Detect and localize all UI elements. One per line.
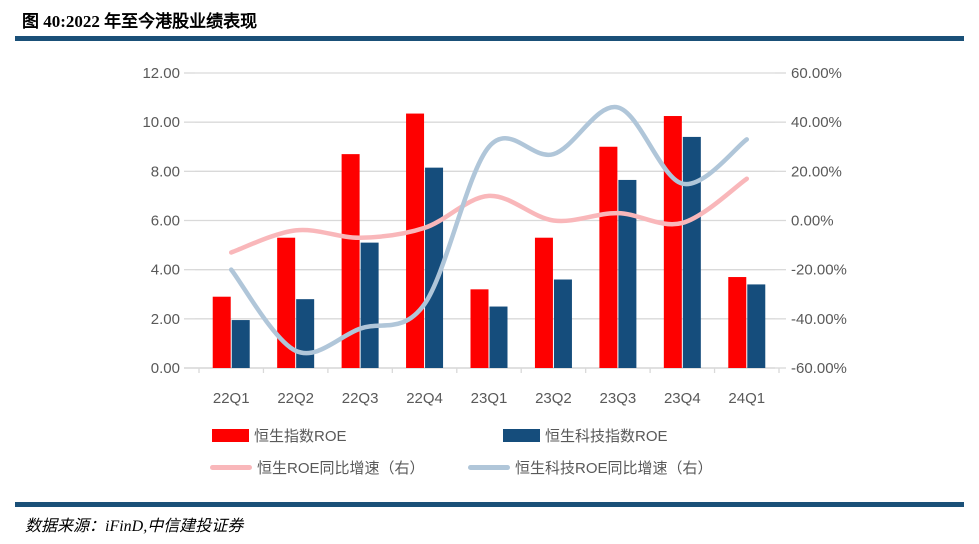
hstech-roe-bar bbox=[425, 167, 444, 368]
right-axis-label: 20.00% bbox=[791, 163, 842, 180]
figure-title: 图 40:2022 年至今港股业绩表现 bbox=[22, 12, 258, 31]
hsi-roe-bar bbox=[663, 116, 682, 368]
hstech-roe-bar bbox=[618, 179, 637, 368]
legend-bar-swatch bbox=[503, 428, 540, 442]
hstech-roe-bar bbox=[489, 306, 508, 368]
x-axis-label: 22Q1 bbox=[213, 390, 250, 407]
left-axis-label: 0.00 bbox=[151, 360, 180, 377]
hsi-roe-bar bbox=[212, 296, 231, 368]
hsi-roe-bar bbox=[534, 237, 553, 368]
left-axis-label: 8.00 bbox=[151, 163, 180, 180]
hsi-roe-bar bbox=[599, 146, 618, 368]
legend-line-swatch bbox=[210, 464, 252, 470]
right-axis-label: -20.00% bbox=[791, 262, 847, 279]
hsi-roe-bar bbox=[341, 154, 360, 368]
hstech-roe-bar bbox=[682, 136, 701, 368]
x-axis-label: 22Q3 bbox=[342, 390, 379, 407]
hsi-roe-bar bbox=[406, 113, 425, 368]
left-axis-label: 2.00 bbox=[151, 311, 180, 328]
right-axis-label: 60.00% bbox=[791, 65, 842, 82]
hsi-roe-bar bbox=[470, 289, 489, 368]
hstech-roe-bar bbox=[747, 284, 766, 368]
hsi-roe-bar bbox=[277, 237, 296, 368]
legend-item: 恒生科技ROE同比增速（右） bbox=[468, 457, 713, 477]
legend-line-swatch bbox=[468, 464, 510, 470]
source-note: 数据来源：iFinD,中信建投证券 bbox=[25, 518, 244, 535]
legend-item: 恒生ROE同比增速（右） bbox=[210, 457, 425, 477]
legend-item: 恒生科技指数ROE bbox=[503, 425, 668, 445]
x-axis-label: 23Q3 bbox=[600, 390, 637, 407]
legend-item: 恒生指数ROE bbox=[212, 425, 347, 445]
right-axis-label: -60.00% bbox=[791, 360, 847, 377]
left-axis-label: 6.00 bbox=[151, 213, 180, 230]
legend-bar-swatch bbox=[212, 428, 249, 442]
hstech-roe-bar bbox=[296, 299, 315, 368]
hstech-growth-line bbox=[228, 105, 750, 356]
left-axis-label: 4.00 bbox=[151, 262, 180, 279]
right-axis-label: 0.00% bbox=[791, 213, 834, 230]
x-axis-label: 24Q1 bbox=[728, 390, 765, 407]
hstech-roe-bar bbox=[553, 279, 572, 368]
right-axis-label: -40.00% bbox=[791, 311, 847, 328]
x-axis-label: 23Q1 bbox=[471, 390, 508, 407]
hsi-growth-line bbox=[228, 176, 750, 255]
left-axis-label: 10.00 bbox=[142, 114, 180, 131]
hstech-roe-bar bbox=[360, 242, 379, 368]
hstech-roe-bar bbox=[231, 320, 250, 368]
x-axis-label: 23Q4 bbox=[664, 390, 701, 407]
legend-label: 恒生科技ROE同比增速（右） bbox=[515, 459, 713, 477]
title-rule bbox=[15, 36, 964, 41]
x-axis-label: 23Q2 bbox=[535, 390, 572, 407]
x-axis-label: 22Q2 bbox=[277, 390, 314, 407]
right-axis-label: 40.00% bbox=[791, 114, 842, 131]
legend-label: 恒生ROE同比增速（右） bbox=[257, 459, 425, 477]
x-axis-label: 22Q4 bbox=[406, 390, 443, 407]
legend-label: 恒生指数ROE bbox=[254, 427, 347, 445]
hsi-roe-bar bbox=[728, 277, 747, 368]
footer-rule bbox=[15, 502, 964, 507]
legend-label: 恒生科技指数ROE bbox=[545, 427, 668, 445]
left-axis-label: 12.00 bbox=[142, 65, 180, 82]
